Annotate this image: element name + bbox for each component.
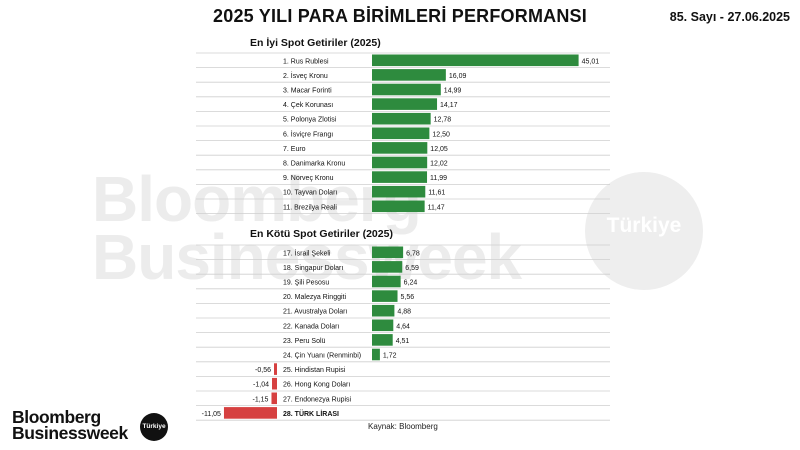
worst-category-label: 28. TÜRK LİRASI [283,409,339,418]
worst-category-label: 20. Malezya Ringgiti [283,294,346,301]
logo-line1: Bloomberg [12,407,101,427]
worst-category-label: 25. Hindistan Rupisi [283,367,346,374]
best-value-label: 11,61 [428,190,445,197]
watermark-circle-text: Türkiye [606,214,682,237]
worst-bar [223,407,277,419]
best-value-label: 11,99 [430,175,447,182]
best-value-label: 14,17 [440,102,458,109]
best-bar [372,200,425,213]
best-value-label: 11,47 [428,204,445,211]
best-category-label: 2. İsveç Kronu [283,71,328,80]
best-category-label: 11. Brezilya Reali [283,204,337,211]
best-category-label: 8. Danimarka Kronu [283,161,345,168]
best-bar [372,83,441,96]
worst-bar [372,319,394,332]
best-bar [372,156,428,169]
watermark-line2: Businessweek [92,221,522,293]
best-category-label: 9. Norveç Kronu [283,175,334,182]
worst-value-label: 5,56 [401,294,415,301]
best-category-label: 4. Çek Korunası [283,102,333,109]
worst-category-label: 18. Singapur Doları [283,265,343,272]
worst-value-label: 6,78 [406,250,420,257]
best-bar [372,171,428,183]
worst-value-label: 1,72 [383,353,397,360]
best-bar [372,142,428,154]
worst-category-label: 17. İsrail Şekeli [283,248,331,257]
worst-bar [372,304,395,317]
worst-value-label: 6,24 [404,280,418,287]
worst-value-label: 4,88 [397,309,411,316]
worst-bar [372,261,403,273]
best-category-label: 7. Euro [283,146,306,153]
best-category-label: 6. İsviçre Frangı [283,129,333,138]
best-value-label: 12,02 [430,161,448,168]
issue-date: 85. Sayı - 27.06.2025 [669,10,790,24]
worst-bar [274,363,277,375]
best-category-label: 3. Macar Forinti [283,88,332,95]
best-bar [372,112,431,125]
worst-category-label: 22. Kanada Doları [283,323,339,330]
worst-returns-title: En Kötü Spot Getiriler (2025) [250,228,393,240]
worst-bar [272,377,277,390]
worst-value-label: -0,56 [255,367,271,374]
page-title: 2025 YILI PARA BİRİMLERİ PERFORMANSI [213,6,587,26]
worst-category-label: 24. Çin Yuanı (Renminbi) [283,353,361,360]
worst-bar [372,275,401,288]
best-bar [372,69,446,81]
worst-value-label: 4,51 [396,338,410,345]
worst-category-label: 23. Peru Solü [283,338,326,345]
best-value-label: 14,99 [444,88,462,95]
turkiye-badge: Türkiye [140,413,168,441]
best-value-label: 12,05 [430,146,448,153]
best-bar [372,127,430,140]
worst-value-label: -11,05 [202,411,221,418]
best-value-label: 12,78 [434,117,452,124]
logo-line2: Businessweek [12,422,128,443]
watermark-circle [585,172,703,290]
best-category-label: 10. Tayvan Doları [283,190,337,197]
best-bar [372,98,438,110]
worst-category-label: 21. Avustralya Doları [283,309,348,316]
best-value-label: 45,01 [582,58,600,65]
best-category-label: 5. Polonya Zlotisi [283,117,337,124]
worst-value-label: -1,04 [253,382,269,389]
bloomberg-businessweek-logo: Bloomberg Businessweek [12,407,128,443]
best-bar [372,185,426,198]
worst-bar [372,348,380,361]
worst-bar [372,290,398,302]
best-bar [372,54,579,67]
best-value-label: 16,09 [449,73,467,80]
best-returns-title: En İyi Spot Getiriler (2025) [250,37,381,49]
worst-category-label: 27. Endonezya Rupisi [283,396,352,403]
worst-value-label: 6,59 [405,265,419,272]
best-category-label: 1. Rus Rublesi [283,58,329,65]
worst-value-label: -1,15 [253,396,269,403]
worst-category-label: 19. Şili Pesosu [283,280,329,287]
worst-value-label: 4,64 [396,323,410,330]
worst-bar [372,334,393,346]
worst-bar [372,246,404,259]
best-value-label: 12,50 [432,131,450,138]
worst-category-label: 26. Hong Kong Doları [283,382,350,389]
source-note: Kaynak: Bloomberg [368,422,438,431]
worst-bar [271,392,277,405]
